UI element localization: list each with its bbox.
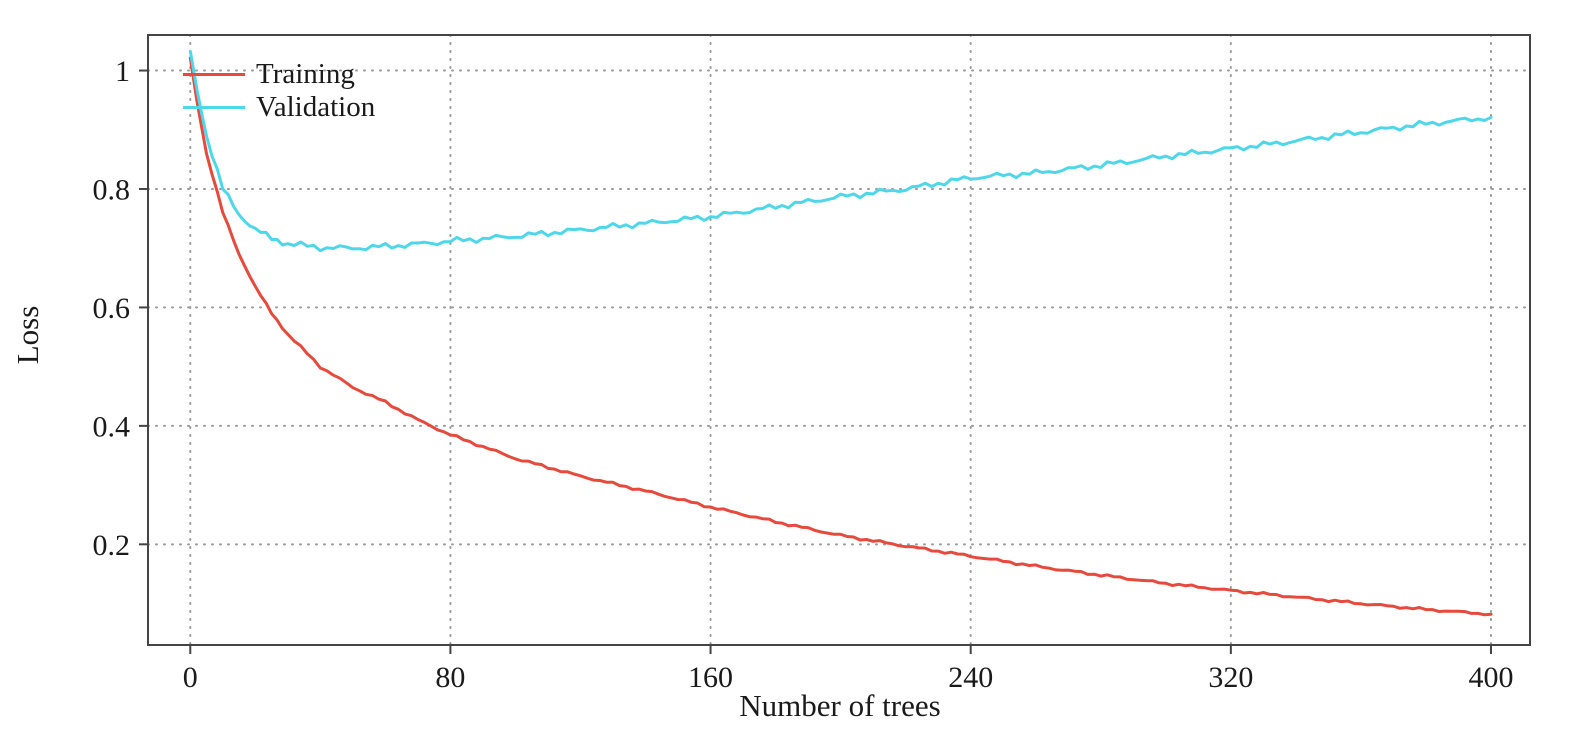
y-tick-label: 0.2 <box>93 529 131 562</box>
validation-line-swatch <box>183 106 245 109</box>
legend-item-validation: Validation <box>183 91 375 124</box>
y-tick-label: 0.6 <box>93 292 131 325</box>
legend-label-validation: Validation <box>256 91 376 123</box>
x-tick-label: 80 <box>435 661 465 694</box>
legend-label-training: Training <box>256 58 355 90</box>
y-tick-label: 0.8 <box>93 173 131 206</box>
training-line-swatch <box>183 73 245 76</box>
x-tick-label: 240 <box>948 661 993 694</box>
x-tick-label: 400 <box>1468 661 1513 694</box>
y-axis-label: Loss <box>10 305 45 365</box>
series-line-validation <box>188 49 1493 253</box>
x-tick-label: 0 <box>183 661 198 694</box>
y-tick-label: 1 <box>115 55 130 88</box>
series-line-training <box>188 56 1493 617</box>
legend-item-training: Training <box>183 58 375 91</box>
x-tick-label: 320 <box>1208 661 1253 694</box>
y-tick-label: 0.4 <box>93 410 131 443</box>
plot-frame <box>147 34 1531 646</box>
gridlines <box>147 34 1531 646</box>
x-axis-label: Number of trees <box>739 688 941 723</box>
x-tick-label: 160 <box>688 661 733 694</box>
tick-labels: 0 80 160 240 320 400 0.2 0.4 0.6 0.8 1 <box>93 55 1514 694</box>
legend: Training Validation <box>183 58 375 124</box>
axis-ticks <box>139 69 1492 654</box>
